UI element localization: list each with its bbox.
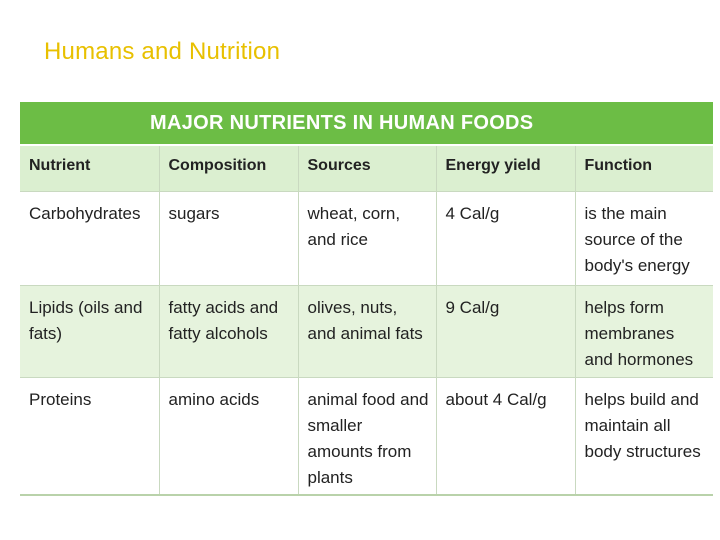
table-caption-band: MAJOR NUTRIENTS IN HUMAN FOODS xyxy=(20,102,713,146)
nutrients-table: MAJOR NUTRIENTS IN HUMAN FOODS Nutrient … xyxy=(20,102,713,496)
cell-nutrient: Proteins xyxy=(20,377,160,495)
column-header-sources: Sources xyxy=(298,146,437,192)
table-row: Proteins amino acids animal food and sma… xyxy=(20,377,713,495)
cell-function: is the main source of the body's energy xyxy=(584,203,690,275)
cell-nutrient: Lipids (oils and fats) xyxy=(20,285,160,377)
nutrients-grid: Nutrient Composition Sources Energy yiel… xyxy=(20,146,713,496)
table-row: Lipids (oils and fats) fatty acids and f… xyxy=(20,285,713,377)
cell-nutrient: Carbohydrates xyxy=(20,191,160,285)
column-header-function: Function xyxy=(575,146,713,192)
cell-energy-yield: 4 Cal/g xyxy=(436,191,576,285)
cell-sources: animal food and smaller amounts from pla… xyxy=(298,377,437,495)
table-caption: MAJOR NUTRIENTS IN HUMAN FOODS xyxy=(150,111,534,134)
slide-title: Humans and Nutrition xyxy=(44,38,281,65)
table-row: Carbohydrates sugars wheat, corn, and ri… xyxy=(20,191,713,285)
cell-sources: wheat, corn, and rice xyxy=(298,191,437,285)
cell-energy-yield: about 4 Cal/g xyxy=(436,377,576,495)
column-header-nutrient: Nutrient xyxy=(20,146,160,192)
cell-composition: sugars xyxy=(159,191,299,285)
cell-function: helps build and maintain all body struct… xyxy=(584,389,701,461)
cell-function: helps form membranes and hormones xyxy=(584,297,694,369)
cell-composition: fatty acids and fatty alcohols xyxy=(159,285,299,377)
cell-energy-yield: 9 Cal/g xyxy=(436,285,576,377)
column-header-energy-yield: Energy yield xyxy=(436,146,576,192)
column-header-composition: Composition xyxy=(159,146,299,192)
column-header-row: Nutrient Composition Sources Energy yiel… xyxy=(20,146,713,192)
cell-composition: amino acids xyxy=(159,377,299,495)
cell-sources: olives, nuts, and animal fats xyxy=(298,285,437,377)
